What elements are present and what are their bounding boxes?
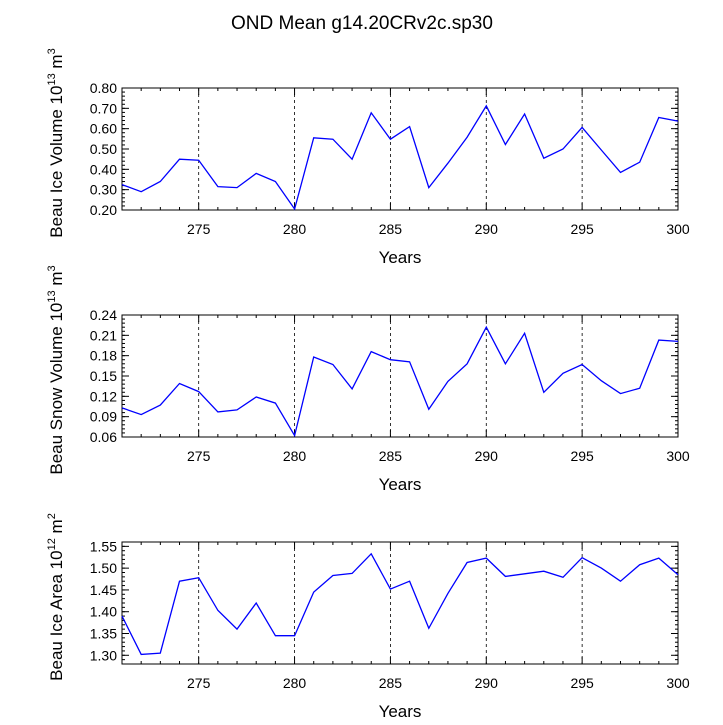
y-tick-label: 0.12 [90,388,117,404]
x-tick-label: 285 [379,448,403,464]
y-tick-label: 0.80 [90,80,117,96]
panel-ice-area: 275 280 285 290 295 300 1.30 1.35 1.40 1.45 1.50 1.… [46,513,690,721]
x-tick-label: 300 [666,448,690,464]
y-tick-label: 1.45 [90,582,117,598]
y-axis-label: Beau Ice Area 1012 m2 [46,513,66,681]
y-tick-label: 0.50 [90,141,117,157]
y-axis-label-exponent: 13 [46,73,58,85]
x-tick-label: 300 [666,221,690,237]
y-tick-label: 0.18 [90,348,117,364]
y-tick-label: 1.30 [90,647,117,663]
y-axis-label-main: Beau Ice Volume 10 [47,86,66,238]
y-tick-label: 0.40 [90,161,117,177]
x-tick-label: 300 [666,675,690,691]
y-tick-label: 1.55 [90,538,117,554]
x-tick-label: 295 [570,448,594,464]
y-tick-label: 0.21 [90,327,117,343]
x-tick-label: 290 [475,221,499,237]
y-tick-label: 0.24 [90,307,117,323]
plot-frame [121,314,679,438]
y-axis-label-main: Beau Snow Volume 10 [47,303,66,475]
y-tick-label: 0.09 [90,409,117,425]
y-tick-label: 0.60 [90,121,117,137]
panel-ice-volume: 275 280 285 290 295 300 0.20 0.30 0.40 0.50 0.60 0.… [46,48,690,267]
x-tick-label: 275 [187,221,211,237]
y-axis-label-unit: m [47,54,66,73]
x-tick-label: 280 [283,448,307,464]
y-axis-label-unit-exponent: 3 [46,48,58,54]
y-axis-label-unit: m [47,519,66,538]
series-line-snow-volume [121,325,679,438]
y-tick-label: 0.06 [90,429,117,445]
x-axis-label: Years [379,248,422,267]
x-tick-label: 285 [379,675,403,691]
y-tick-label: 0.30 [90,182,117,198]
x-tick-label: 275 [187,675,211,691]
x-tick-label: 290 [475,448,499,464]
x-tick-label: 295 [570,675,594,691]
y-tick-label: 1.50 [90,560,117,576]
series-line-ice-volume [121,104,679,211]
y-axis-label: Beau Ice Volume 1013 m3 [46,48,66,237]
y-axis-label-main: Beau Ice Area 10 [47,550,66,680]
x-axis-label: Years [379,702,422,721]
y-axis-label-unit: m [47,271,66,290]
x-tick-label: 285 [379,221,403,237]
x-axis-label: Years [379,475,422,494]
y-tick-label: 1.40 [90,604,117,620]
y-axis-label-unit-exponent: 2 [46,513,58,519]
panel-snow-volume: 275 280 285 290 295 300 0.06 0.09 0.12 0.15 0.18 0.… [46,265,690,494]
y-tick-label: 0.70 [90,100,117,116]
x-tick-label: 280 [283,675,307,691]
x-tick-label: 280 [283,221,307,237]
series-line-ice-area [121,552,679,656]
y-tick-label: 1.35 [90,626,117,642]
x-tick-label: 290 [475,675,499,691]
plot-frame [121,87,679,211]
y-axis-label-exponent: 13 [46,290,58,302]
x-tick-label: 295 [570,221,594,237]
y-tick-label: 0.20 [90,202,117,218]
x-tick-label: 275 [187,448,211,464]
figure-title: OND Mean g14.20CRv2c.sp30 [231,13,493,34]
y-axis-label: Beau Snow Volume 1013 m3 [46,265,66,474]
plot-frame [121,541,679,665]
y-tick-label: 0.15 [90,368,117,384]
y-axis-label-unit-exponent: 3 [46,265,58,271]
y-axis-label-exponent: 12 [46,538,58,550]
